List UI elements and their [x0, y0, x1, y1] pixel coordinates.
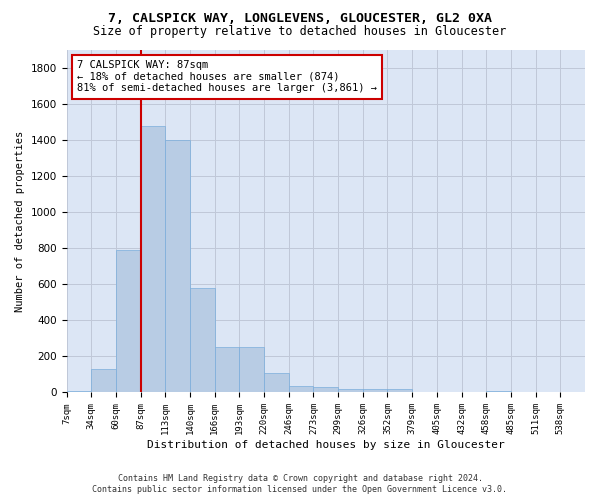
Text: Contains HM Land Registry data © Crown copyright and database right 2024.
Contai: Contains HM Land Registry data © Crown c…: [92, 474, 508, 494]
Bar: [363, 389, 388, 392]
Bar: [486, 390, 511, 392]
Text: 7, CALSPICK WAY, LONGLEVENS, GLOUCESTER, GL2 0XA: 7, CALSPICK WAY, LONGLEVENS, GLOUCESTER,…: [108, 12, 492, 26]
Bar: [67, 390, 91, 392]
Bar: [289, 386, 313, 392]
X-axis label: Distribution of detached houses by size in Gloucester: Distribution of detached houses by size …: [147, 440, 505, 450]
Bar: [165, 140, 190, 392]
Bar: [338, 389, 363, 392]
Bar: [313, 387, 338, 392]
Y-axis label: Number of detached properties: Number of detached properties: [15, 130, 25, 312]
Bar: [264, 372, 289, 392]
Text: 7 CALSPICK WAY: 87sqm
← 18% of detached houses are smaller (874)
81% of semi-det: 7 CALSPICK WAY: 87sqm ← 18% of detached …: [77, 60, 377, 94]
Bar: [91, 369, 116, 392]
Bar: [215, 348, 239, 393]
Bar: [140, 126, 165, 392]
Bar: [388, 389, 412, 392]
Text: Size of property relative to detached houses in Gloucester: Size of property relative to detached ho…: [94, 25, 506, 38]
Bar: [190, 288, 215, 393]
Bar: [239, 348, 264, 393]
Bar: [116, 250, 140, 392]
